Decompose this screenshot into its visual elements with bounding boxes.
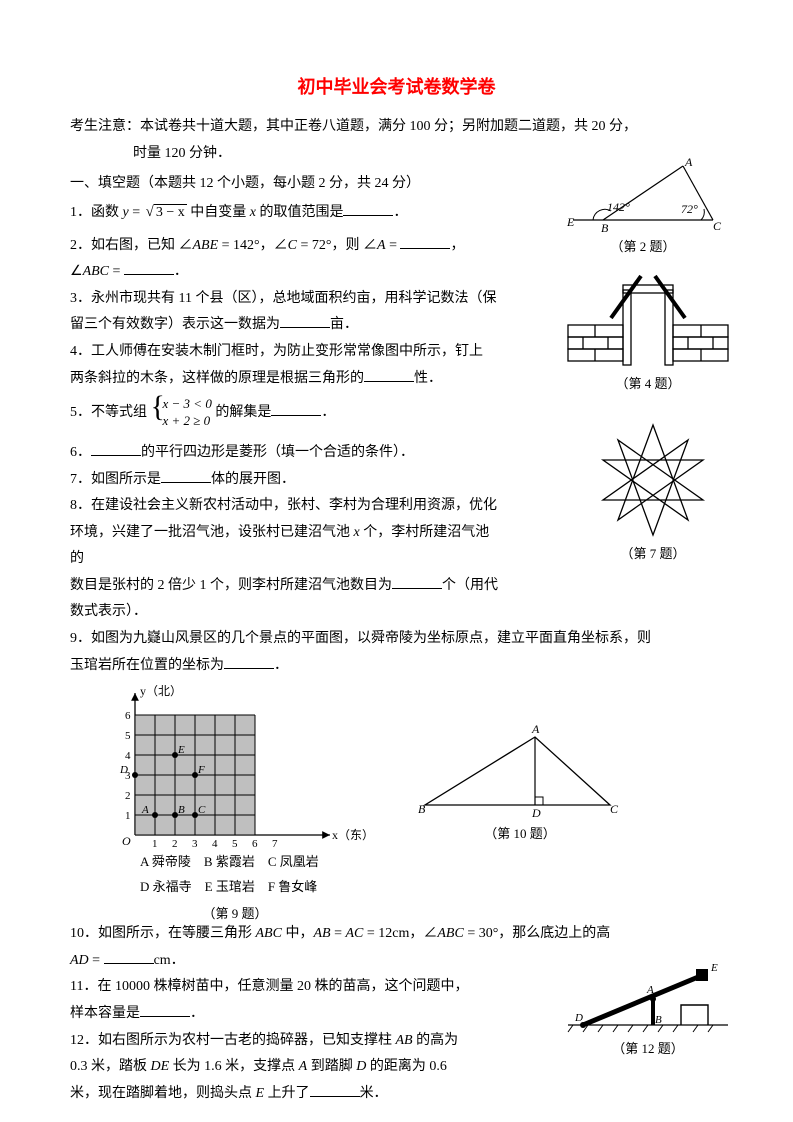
blank-input[interactable] — [104, 949, 154, 964]
svg-text:2: 2 — [172, 838, 178, 850]
svg-text:4: 4 — [125, 750, 131, 762]
fig9-legend1: A 舜帝陵 B 紫霞岩 C 凤凰岩 — [140, 850, 370, 875]
blank-input[interactable] — [392, 574, 442, 589]
question-6: 6．的平行四边形是菱形（填一个合适的条件）． — [70, 440, 500, 467]
page-title: 初中毕业会考试卷数学卷 — [70, 70, 723, 104]
svg-text:B: B — [418, 802, 426, 816]
figure-q9: 123 4567 123 456 O y（北） x（东） A B C D E — [100, 685, 370, 926]
question-5: 5．不等式组 x − 3 < 0 x + 2 ≥ 0 的解集是． — [70, 396, 500, 430]
svg-text:A: A — [684, 158, 693, 169]
sqrt-icon: 3 − x — [144, 198, 187, 227]
notice-label: 考生注意： — [70, 119, 140, 134]
figure-q7-caption: （第 7 题） — [588, 542, 718, 567]
svg-text:1: 1 — [125, 810, 131, 822]
brace-icon: x − 3 < 0 x + 2 ≥ 0 — [151, 396, 212, 430]
svg-text:6: 6 — [252, 838, 258, 850]
svg-text:E: E — [566, 215, 575, 229]
question-2: 2．如右图，已知 ∠ABE = 142°，∠C = 72°，则 ∠A = ， ∠… — [70, 233, 500, 286]
figure-q2: 142° 72° E B C A （第 2 题） — [563, 158, 723, 260]
svg-text:7: 7 — [272, 838, 278, 850]
svg-text:C: C — [610, 802, 619, 816]
figure-q4: （第 4 题） — [563, 270, 733, 397]
fig9-legend2: D 永福寺 E 玉琯岩 F 鲁女峰 — [140, 875, 370, 900]
figure-q12-caption: （第 12 题） — [563, 1037, 733, 1062]
svg-text:B: B — [655, 1014, 662, 1026]
blank-input[interactable] — [224, 654, 274, 669]
figure-q4-caption: （第 4 题） — [563, 372, 733, 397]
blank-input[interactable] — [364, 367, 414, 382]
svg-text:A: A — [646, 984, 654, 996]
svg-text:72°: 72° — [681, 202, 698, 216]
svg-text:1: 1 — [152, 838, 158, 850]
svg-text:B: B — [178, 804, 185, 816]
figure-q12: D A B E （第 12 题） — [563, 955, 733, 1062]
svg-text:5: 5 — [232, 838, 238, 850]
svg-text:D: D — [574, 1012, 583, 1024]
svg-text:6: 6 — [125, 710, 131, 722]
blank-input[interactable] — [400, 234, 450, 249]
blank-input[interactable] — [280, 313, 330, 328]
svg-text:A: A — [141, 804, 149, 816]
svg-text:F: F — [197, 764, 205, 776]
figure-q10: B C D A （第 10 题） — [410, 725, 630, 847]
question-1: 1．函数 y = 3 − x 中自变量 x 的取值范围是． — [70, 198, 500, 227]
question-9: 9．如图为九嶷山风景区的几个景点的平面图，以舜帝陵为坐标原点，建立平面直角坐标系… — [70, 626, 723, 679]
svg-text:y（北）: y（北） — [140, 685, 182, 698]
notice-line1: 本试卷共十道大题，其中正卷八道题，满分 100 分；另附加题二道题，共 20 分… — [140, 119, 637, 134]
figure-q2-caption: （第 2 题） — [563, 235, 723, 260]
svg-text:4: 4 — [212, 838, 218, 850]
question-11: 11．在 10000 株樟树苗中，任意测量 20 株的苗高，这个问题中， 样本容… — [70, 974, 500, 1027]
blank-input[interactable] — [140, 1002, 190, 1017]
blank-input[interactable] — [124, 260, 174, 275]
figure-q7: （第 7 题） — [588, 420, 718, 567]
svg-text:B: B — [601, 221, 609, 233]
svg-text:E: E — [177, 744, 185, 756]
svg-text:142°: 142° — [607, 200, 630, 214]
blank-input[interactable] — [343, 201, 393, 216]
svg-text:2: 2 — [125, 790, 131, 802]
svg-text:5: 5 — [125, 730, 131, 742]
svg-text:3: 3 — [192, 838, 198, 850]
svg-text:C: C — [713, 219, 722, 233]
svg-text:x（东）: x（东） — [332, 828, 370, 842]
svg-text:D: D — [531, 806, 541, 820]
exam-page: 初中毕业会考试卷数学卷 考生注意：本试卷共十道大题，其中正卷八道题，满分 100… — [0, 0, 793, 1122]
question-8: 8．在建设社会主义新农村活动中，张村、李村为合理利用资源，优化 环境，兴建了一批… — [70, 493, 500, 626]
svg-text:E: E — [710, 962, 718, 974]
question-3: 3．永州市现共有 11 个县（区），总地域面积约亩，用科学记数法（保 留三个有效… — [70, 286, 500, 339]
question-7: 7．如图所示是体的展开图． — [70, 467, 500, 494]
blank-input[interactable] — [91, 441, 141, 456]
blank-input[interactable] — [161, 468, 211, 483]
figure-q10-caption: （第 10 题） — [410, 822, 630, 847]
question-12: 12．如右图所示为农村一古老的捣碎器，已知支撑柱 AB 的高为 0.3 米，踏板… — [70, 1028, 500, 1108]
svg-text:D: D — [119, 764, 128, 776]
blank-input[interactable] — [271, 401, 321, 416]
svg-text:A: A — [531, 725, 540, 736]
blank-input[interactable] — [310, 1082, 360, 1097]
svg-text:C: C — [198, 804, 206, 816]
question-4: 4．工人师傅在安装木制门框时，为防止变形常常像图中所示，钉上 两条斜拉的木条，这… — [70, 339, 500, 392]
svg-text:O: O — [122, 834, 131, 848]
